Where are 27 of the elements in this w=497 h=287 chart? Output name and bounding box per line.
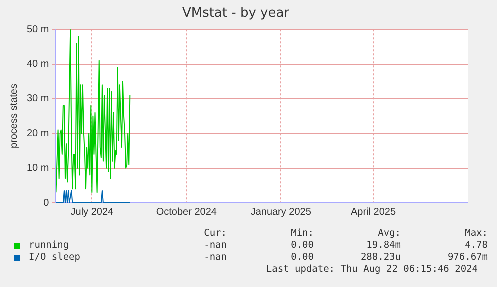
legend-label: I/O sleep (29, 252, 80, 264)
text: 288.23u (360, 252, 401, 264)
y-tick-label: 20 m (26, 128, 50, 140)
x-tick-label: October 2024 (156, 206, 218, 218)
x-tick-label: January 2025 (250, 206, 312, 218)
y-axis-title: process states (8, 84, 20, 149)
y-tick-label: 40 m (26, 59, 50, 70)
text: -nan (203, 252, 227, 264)
y-tick-label: 0 (44, 198, 50, 209)
y-tick-label: 30 m (26, 94, 50, 105)
text: 0.00 (290, 240, 314, 252)
text: 4.78 (464, 240, 488, 252)
x-tick-label: July 2024 (70, 206, 114, 218)
text: 976.67m (446, 252, 488, 264)
x-tick-label: April 2025 (351, 206, 396, 218)
y-tick-label: 10 m (26, 163, 50, 174)
text: Last update: Thu Aug 22 06:15:46 2024 (265, 264, 479, 275)
text: 0.00 (290, 252, 314, 264)
legend-label: running (29, 240, 70, 252)
text: 19.84m (366, 240, 401, 252)
text: Max: (464, 228, 488, 240)
text: -nan (203, 240, 227, 252)
y-tick-label: 50 m (26, 24, 50, 36)
text: Avg: (377, 228, 401, 240)
text: Cur: (203, 228, 227, 240)
text: Min: (290, 228, 314, 240)
chart-title: VMstat - by year (182, 6, 290, 22)
